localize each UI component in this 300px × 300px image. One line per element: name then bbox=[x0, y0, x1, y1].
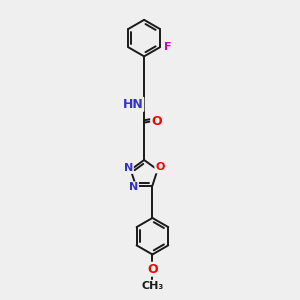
Text: CH₃: CH₃ bbox=[141, 281, 164, 291]
Text: O: O bbox=[155, 162, 165, 172]
Text: N: N bbox=[124, 163, 133, 173]
Text: N: N bbox=[129, 182, 138, 192]
Text: F: F bbox=[164, 42, 172, 52]
Text: O: O bbox=[151, 115, 162, 128]
Text: HN: HN bbox=[122, 98, 143, 111]
Text: O: O bbox=[147, 263, 158, 276]
